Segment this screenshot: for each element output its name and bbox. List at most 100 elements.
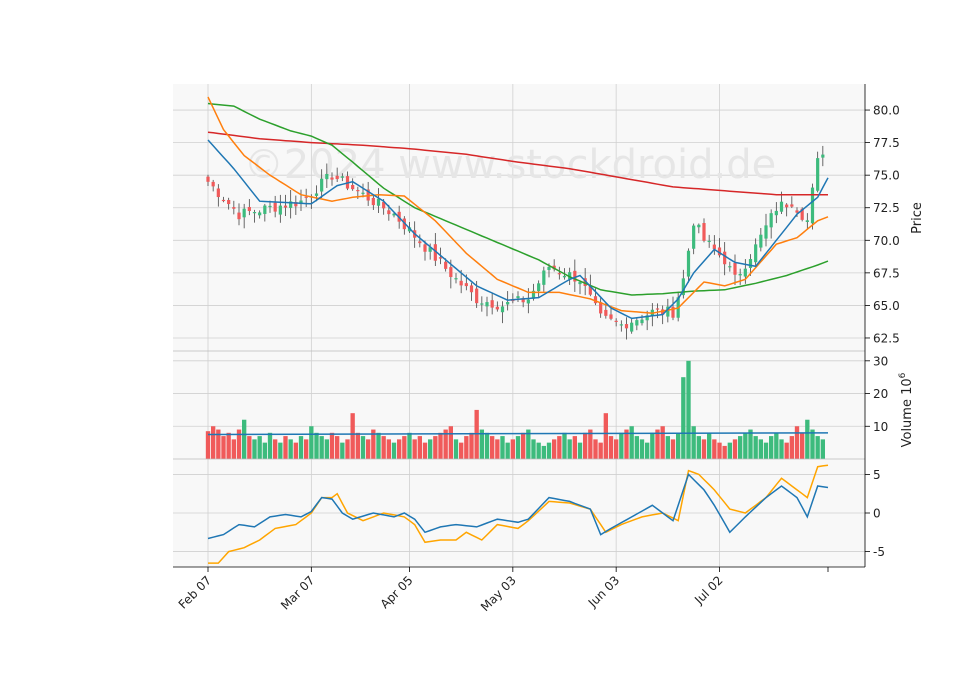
- volume-bar: [603, 413, 609, 459]
- candle-body: [263, 205, 267, 214]
- candle-body: [273, 202, 277, 212]
- volume-bar: [231, 439, 237, 459]
- candle-body: [469, 285, 474, 293]
- candle-body: [387, 210, 391, 215]
- volume-bar: [650, 432, 655, 459]
- candle-body: [604, 309, 608, 316]
- ma-mid-line: [207, 96, 829, 314]
- candle-body: [459, 280, 463, 286]
- candle-body: [795, 210, 799, 213]
- candle-body: [268, 205, 272, 208]
- candle-body: [666, 306, 670, 317]
- candle-body: [438, 257, 443, 259]
- candle-body: [609, 314, 613, 319]
- volume-bar: [412, 439, 417, 459]
- candle-body: [227, 199, 231, 205]
- candle-body: [433, 244, 437, 261]
- candle-body: [278, 205, 282, 215]
- volume-bar: [779, 439, 784, 459]
- candle-body: [712, 244, 716, 250]
- volume-bar: [262, 442, 268, 459]
- volume-bar: [469, 432, 474, 459]
- volume-bar: [763, 442, 769, 459]
- volume-bar: [722, 445, 727, 459]
- candle-body: [547, 266, 551, 270]
- candle-body: [748, 258, 753, 268]
- volume-axis-label: Volume 106: [898, 372, 915, 447]
- volume-bar: [789, 436, 795, 459]
- candle-body: [423, 244, 427, 252]
- volume-bar: [278, 442, 283, 459]
- volume-bar: [427, 439, 433, 459]
- candle-body: [655, 308, 660, 310]
- volume-bar: [350, 413, 355, 459]
- volume-bar: [732, 439, 738, 459]
- volume-bar: [686, 360, 691, 459]
- candle-body: [304, 196, 308, 198]
- volume-bar: [572, 436, 578, 459]
- volume-bar: [448, 426, 454, 459]
- volume-bar: [531, 439, 536, 459]
- candle-body: [216, 188, 220, 198]
- y-tick-label-oscillator: -5: [873, 545, 885, 559]
- candle-body: [356, 190, 360, 192]
- volume-bar: [371, 429, 376, 459]
- volume-bar: [582, 432, 588, 459]
- volume-bar: [639, 439, 645, 459]
- candle-body: [614, 320, 618, 322]
- candle-body: [624, 324, 629, 329]
- candle-body: [599, 302, 603, 314]
- volume-bar: [402, 436, 407, 459]
- y-tick-label-price: 77.5: [873, 136, 900, 150]
- volume-bar: [272, 439, 278, 459]
- volume-bar: [221, 436, 226, 459]
- volume-bar: [515, 436, 521, 459]
- y-tick-label-volume: 10: [873, 420, 888, 434]
- candle-body: [754, 244, 758, 263]
- candle-body: [568, 272, 572, 280]
- volume-bar: [391, 442, 397, 459]
- volume-bar: [247, 436, 252, 459]
- volume-bar: [345, 439, 350, 459]
- candle-body: [707, 240, 711, 243]
- candle-body: [314, 193, 319, 196]
- candle-body: [376, 198, 381, 206]
- volume-bar: [360, 436, 366, 459]
- volume-bar: [712, 439, 717, 459]
- candle-body: [418, 241, 422, 244]
- volume-bar: [433, 436, 438, 459]
- y-tick-label-oscillator: 5: [873, 468, 881, 482]
- volume-bar: [706, 432, 712, 459]
- volume-bar: [598, 442, 603, 459]
- volume-bar: [484, 432, 490, 459]
- volume-bar: [737, 436, 743, 459]
- volume-bar: [464, 436, 469, 459]
- x-tick-label: Jun 03: [585, 573, 622, 610]
- volume-bar: [417, 436, 423, 459]
- candle-body: [351, 184, 355, 190]
- candle-body: [454, 278, 458, 280]
- volume-bar: [577, 442, 583, 459]
- candle-body: [785, 204, 789, 208]
- candle-body: [583, 278, 587, 287]
- volume-bar: [443, 429, 448, 459]
- candle-body: [774, 210, 778, 216]
- candle-body: [640, 319, 644, 324]
- volume-bar: [293, 442, 299, 459]
- candle-body: [242, 208, 246, 218]
- candle-body: [790, 204, 794, 207]
- volume-bar: [241, 419, 247, 459]
- volume-bar: [489, 436, 495, 459]
- oscillator-b-line: [208, 464, 829, 564]
- volume-bar: [551, 439, 557, 459]
- volume-bar: [758, 439, 764, 459]
- y-tick-label-price: 70.0: [873, 234, 900, 248]
- volume-bar: [644, 442, 650, 459]
- candle-body: [516, 296, 520, 299]
- candle-body: [464, 283, 468, 287]
- ma-long-line: [207, 102, 829, 296]
- volume-bar: [815, 436, 820, 459]
- volume-bar: [355, 432, 361, 459]
- candle-body: [506, 301, 510, 305]
- candle-body: [480, 303, 484, 305]
